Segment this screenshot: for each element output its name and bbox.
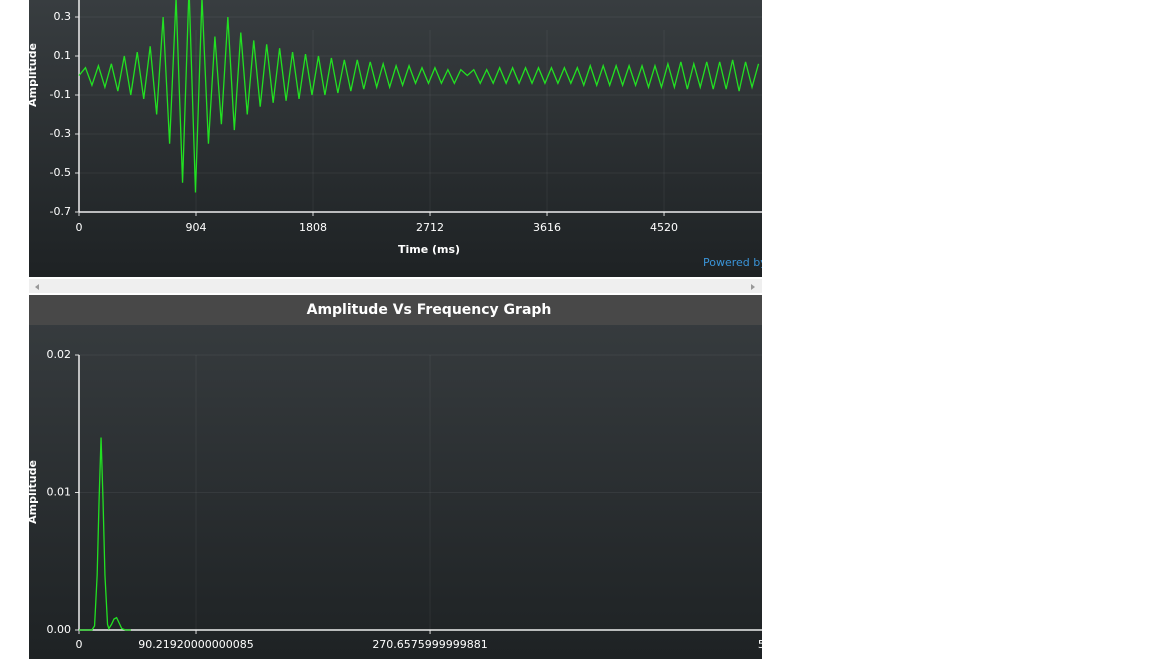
scroll-right[interactable]: [751, 284, 755, 290]
scrollbar[interactable]: [29, 279, 762, 293]
time-panel: Amplitude Time (ms) Powered by 0.3 0.1 -0.…: [29, 0, 762, 277]
x-axis-label: Time (ms): [398, 243, 460, 256]
y-tick-label: -0.3: [50, 127, 71, 140]
y-tick-label: 0.01: [47, 486, 72, 499]
y-axis-label: Amplitude: [29, 43, 39, 107]
y-tick-label: 0.02: [47, 348, 72, 361]
x-tick-label: 270.6575999999881: [372, 638, 487, 651]
y-tick-label: 0.3: [54, 10, 72, 23]
y-tick-label: -0.7: [50, 205, 71, 218]
scroll-arrows: [35, 284, 755, 290]
y-tick-label: -0.5: [50, 166, 71, 179]
x-tick-label: 2712: [416, 221, 444, 234]
x-tick-label: 0: [76, 638, 83, 651]
y-axis-label: Amplitude: [29, 460, 39, 524]
signal-line: [78, 0, 760, 193]
title-bar: [29, 295, 762, 325]
x-tick-label: 90.21920000000085: [138, 638, 253, 651]
y-tick-label: 0.00: [47, 623, 72, 636]
frequency-panel: Amplitude Vs Frequency Graph Amplitude 0…: [29, 295, 762, 659]
x-tick-label: 1808: [299, 221, 327, 234]
credit: Powered by: [703, 256, 762, 269]
x-tick-label: 540.916: [758, 638, 762, 651]
x-tick-label: 0: [76, 221, 83, 234]
time-chart: Amplitude Time (ms) Powered by 0.3 0.1 -0.…: [29, 0, 762, 269]
y-tick-label: -0.1: [50, 88, 71, 101]
signal-line: [79, 437, 131, 631]
frequency-chart: Amplitude Vs Frequency Graph Amplitude 0…: [29, 295, 762, 651]
x-tick-label: 3616: [533, 221, 561, 234]
scroll-left[interactable]: [35, 284, 39, 290]
chart-title: Amplitude Vs Frequency Graph: [307, 302, 552, 318]
y-tick-label: 0.1: [54, 49, 72, 62]
x-tick-label: 4520: [650, 221, 678, 234]
x-tick-label: 904: [186, 221, 207, 234]
